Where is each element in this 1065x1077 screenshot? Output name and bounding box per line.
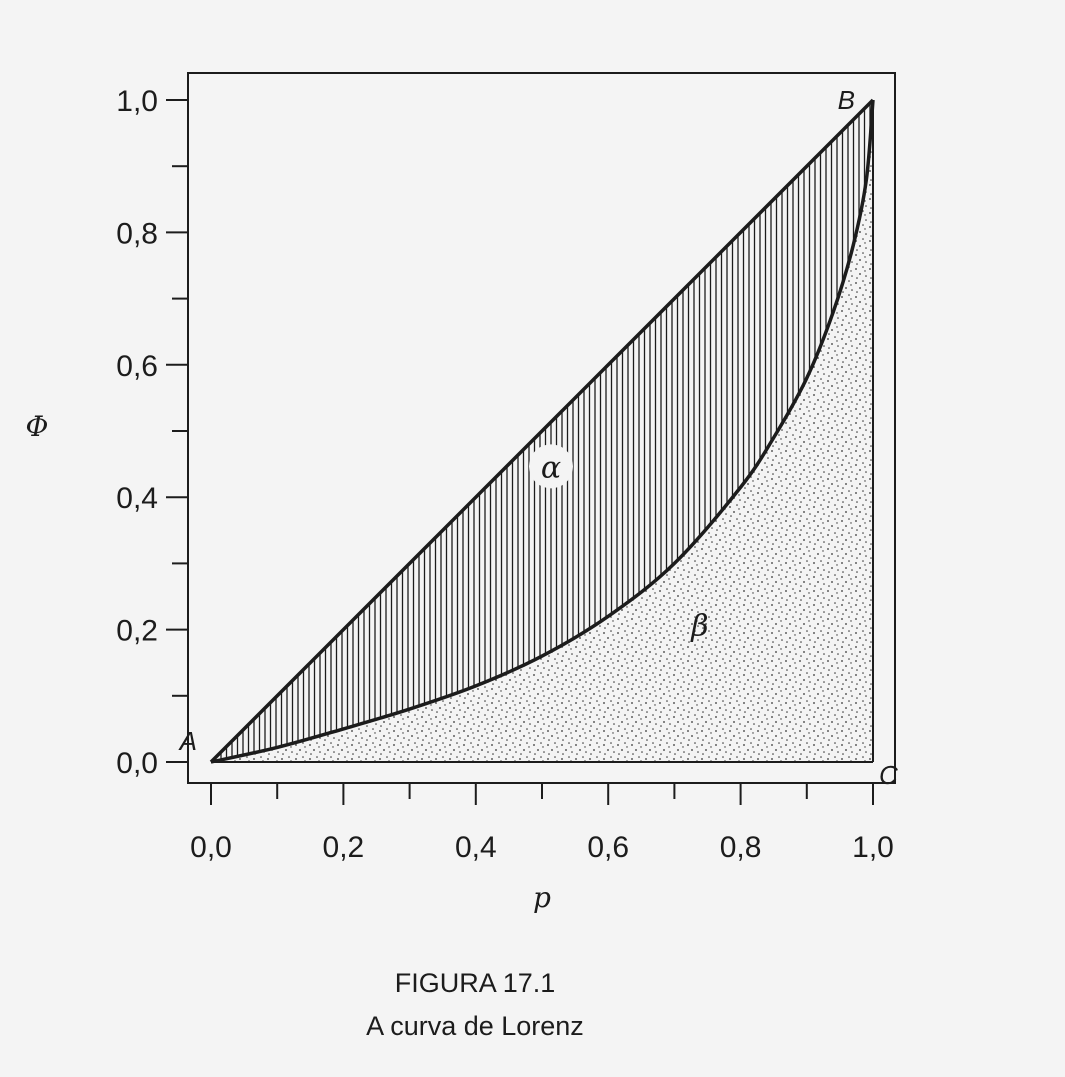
alpha-label-halo (528, 444, 573, 489)
lorenz-curve-line (210, 99, 875, 764)
region-beta-stipple (211, 100, 873, 762)
x-tick-label: 0,8 (720, 831, 762, 864)
figure-number: FIGURA 17.1 (394, 968, 556, 998)
x-axis: 0,0 0,2 0,4 0,6 0,8 1,0 (190, 782, 894, 864)
y-tick-label: 0,0 (116, 747, 158, 780)
x-tick-label: 0,2 (323, 831, 365, 864)
point-labels: A B C (178, 85, 898, 790)
x-tick-label: 1,0 (852, 831, 894, 864)
y-axis: 0,0 0,2 0,4 0,6 0,8 1,0 (116, 85, 189, 780)
point-label-c: C (879, 760, 898, 790)
y-tick-label: 0,8 (116, 217, 158, 250)
x-axis-label: p (533, 881, 551, 914)
region-beta-label: β (690, 609, 708, 644)
y-tick-label: 0,2 (116, 615, 158, 648)
point-label-b: B (838, 85, 855, 115)
y-axis-label: Φ (26, 410, 49, 443)
figure-caption: A curva de Lorenz (366, 1011, 584, 1041)
point-label-a: A (178, 726, 197, 756)
x-tick-label: 0,6 (587, 831, 629, 864)
region-alpha-label: α (541, 450, 561, 485)
x-tick-label: 0,0 (190, 831, 232, 864)
x-tick-label: 0,4 (455, 831, 497, 864)
y-tick-label: 1,0 (116, 85, 158, 118)
y-tick-label: 0,4 (116, 482, 158, 515)
y-tick-label: 0,6 (116, 350, 158, 383)
equality-line (209, 98, 875, 764)
region-labels: αβ (528, 444, 709, 644)
